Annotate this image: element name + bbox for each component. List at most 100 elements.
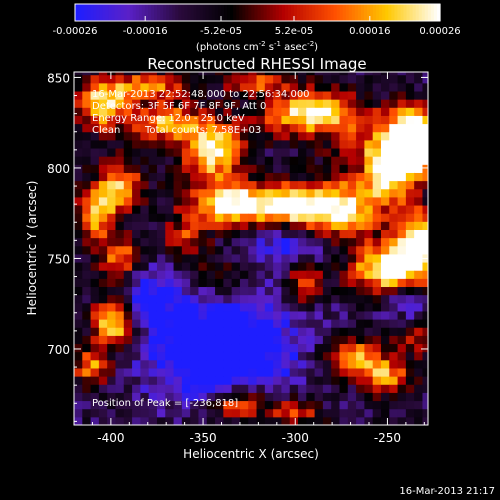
heatmap-cell — [314, 253, 324, 263]
heatmap-cell — [364, 221, 374, 230]
heatmap-cell — [331, 335, 340, 345]
heatmap-cell — [339, 278, 349, 288]
heatmap-cell — [289, 310, 299, 320]
heatmap-cell — [82, 188, 92, 198]
heatmap-cell — [132, 302, 141, 312]
heatmap-cell — [74, 91, 83, 100]
heatmap-cell — [148, 245, 158, 255]
heatmap-cell — [181, 164, 191, 173]
heatmap-cell — [414, 229, 423, 239]
heatmap-cell — [273, 302, 282, 312]
heatmap-cell — [339, 82, 349, 92]
heatmap-cell — [414, 237, 423, 247]
heatmap-cell — [372, 237, 382, 247]
heatmap-cell — [389, 400, 399, 410]
colorbar-cell — [239, 4, 243, 21]
colorbar-cell — [190, 4, 195, 21]
heatmap-cell — [314, 131, 324, 141]
heatmap-cell — [98, 376, 108, 385]
heatmap-cell — [273, 180, 282, 190]
heatmap-cell — [107, 319, 116, 328]
colorbar-cell — [409, 4, 414, 21]
colorbar-cell — [421, 4, 426, 21]
colorbar-cell — [363, 4, 368, 21]
heatmap-cell — [165, 91, 175, 100]
heatmap-cell — [256, 107, 266, 116]
heatmap-cell — [298, 139, 307, 149]
heatmap-cell — [331, 99, 340, 108]
heatmap-cell — [306, 270, 316, 279]
heatmap-cell — [156, 229, 166, 239]
heatmap-cell — [397, 253, 407, 263]
colorbar-cell — [123, 4, 128, 21]
heatmap-cell — [82, 392, 92, 402]
heatmap-cell — [190, 213, 199, 222]
heatmap-cell — [389, 123, 399, 133]
heatmap-cell — [356, 286, 365, 296]
heatmap-cell — [264, 188, 274, 198]
heatmap-cell — [347, 253, 357, 263]
heatmap-cell — [215, 302, 224, 312]
heatmap-cell — [298, 270, 307, 279]
heatmap-cell — [98, 294, 108, 304]
heatmap-cell — [239, 416, 249, 425]
heatmap-cell — [90, 74, 100, 84]
heatmap-cell — [347, 221, 357, 230]
heatmap-cell — [339, 180, 349, 190]
heatmap-cell — [256, 115, 266, 125]
heatmap-cell — [190, 351, 199, 361]
heatmap-cell — [281, 416, 291, 425]
heatmap-cell — [173, 400, 183, 410]
heatmap-cell — [347, 123, 357, 133]
heatmap-cell — [248, 400, 258, 410]
heatmap-cell — [380, 392, 390, 402]
heatmap-cell — [347, 237, 357, 247]
heatmap-cell — [231, 196, 241, 206]
heatmap-cell — [140, 392, 150, 402]
heatmap-cell — [181, 416, 191, 425]
colorbar-cell — [385, 4, 389, 21]
heatmap-cell — [264, 400, 274, 410]
heatmap-cell — [132, 196, 141, 206]
heatmap-cell — [331, 205, 340, 214]
heatmap-cell — [364, 359, 374, 369]
heatmap-cell — [414, 245, 423, 255]
heatmap-cell — [215, 221, 224, 230]
heatmap-cell — [322, 286, 332, 296]
heatmap-cell — [248, 82, 258, 92]
heatmap-cell — [389, 376, 399, 385]
heatmap-cell — [123, 278, 133, 288]
heatmap-cell — [190, 123, 199, 133]
heatmap-cell — [397, 359, 407, 369]
heatmap-cell — [148, 99, 158, 108]
colorbar-cell — [345, 4, 350, 21]
heatmap-cell — [364, 74, 374, 84]
colorbar-cell — [135, 4, 140, 21]
heatmap-cell — [173, 253, 183, 263]
heatmap-cell — [422, 367, 428, 377]
heatmap-cell — [123, 384, 133, 393]
colorbar-cell — [141, 4, 146, 21]
heatmap-cell — [356, 384, 365, 393]
heatmap-cell — [215, 196, 224, 206]
heatmap-cell — [231, 294, 241, 304]
heatmap-cell — [256, 302, 266, 312]
heatmap-cell — [98, 213, 108, 222]
heatmap-cell — [173, 262, 183, 271]
heatmap-cell — [281, 367, 291, 377]
heatmap-cell — [90, 327, 100, 336]
heatmap-cell — [397, 262, 407, 271]
heatmap-cell — [422, 180, 428, 190]
heatmap-cell — [422, 115, 428, 125]
heatmap-cell — [156, 115, 166, 125]
heatmap-cell — [314, 327, 324, 336]
heatmap-cell — [206, 278, 216, 288]
heatmap-cell — [356, 392, 365, 402]
heatmap-cell — [306, 416, 316, 425]
heatmap-cell — [223, 262, 233, 271]
heatmap-cell — [347, 294, 357, 304]
heatmap-cell — [356, 91, 365, 100]
heatmap-cell — [140, 278, 150, 288]
heatmap-cell — [90, 359, 100, 369]
heatmap-cell — [156, 392, 166, 402]
